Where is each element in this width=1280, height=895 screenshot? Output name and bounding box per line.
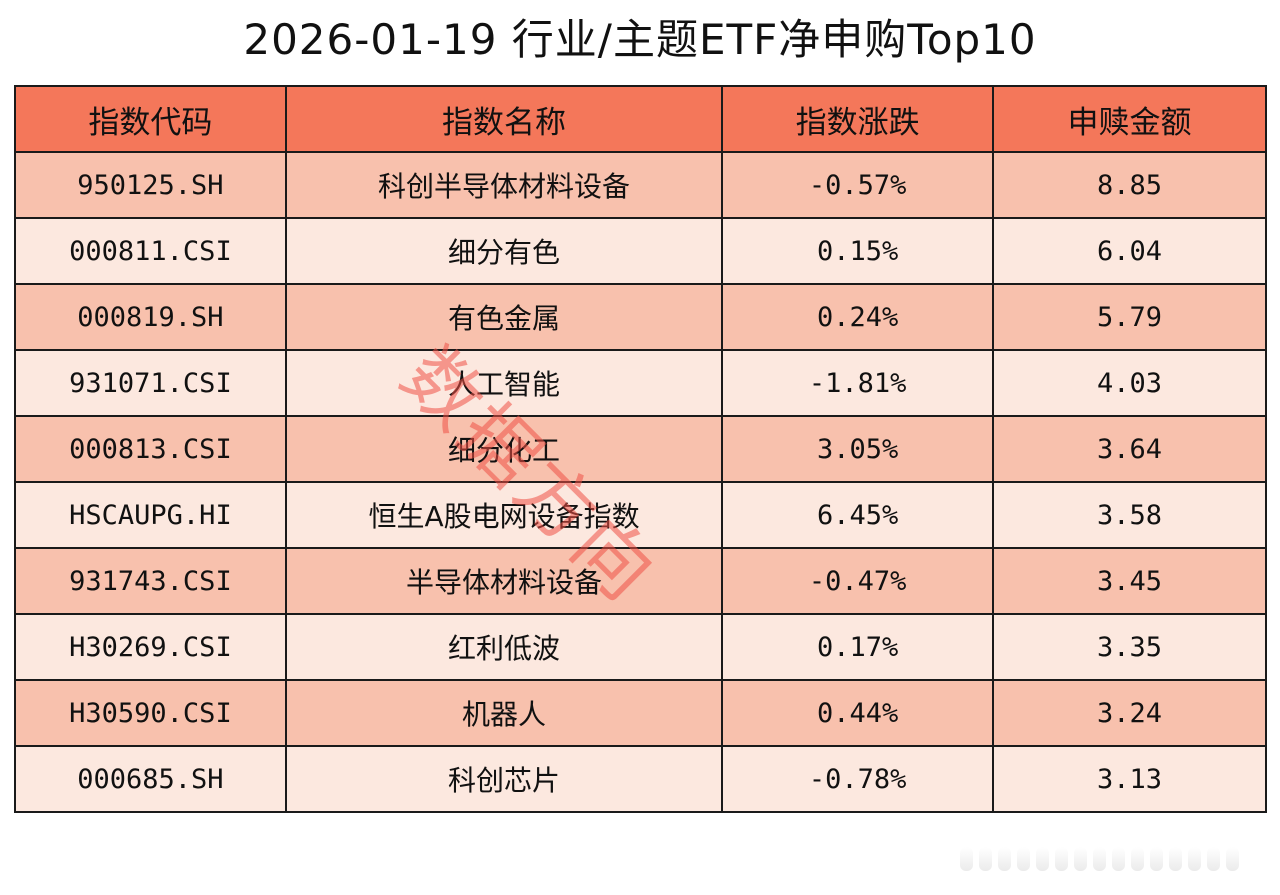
- amount-cell: 8.85: [992, 151, 1267, 219]
- index-name-cell: 科创芯片: [284, 745, 724, 813]
- header-amount: 申赎金额: [992, 85, 1267, 153]
- index-code-cell: 000813.CSI: [14, 415, 287, 483]
- index-name-cell: 恒生A股电网设备指数: [284, 481, 724, 549]
- index-code-cell: H30269.CSI: [14, 613, 287, 681]
- index-change-cell: 3.05%: [721, 415, 995, 483]
- dot-decoration: [1226, 847, 1239, 871]
- dot-decoration: [1017, 847, 1030, 871]
- dot-decoration: [1169, 847, 1182, 871]
- index-code-cell: 000819.SH: [14, 283, 287, 351]
- index-change-cell: 0.17%: [721, 613, 995, 681]
- amount-cell: 3.13: [992, 745, 1267, 813]
- amount-cell: 3.45: [992, 547, 1267, 615]
- index-code-cell: 931743.CSI: [14, 547, 287, 615]
- dot-decoration: [998, 847, 1011, 871]
- header-index-change: 指数涨跌: [721, 85, 995, 153]
- table-row: HSCAUPG.HI 恒生A股电网设备指数 6.45% 3.58: [14, 481, 1267, 549]
- index-name-cell: 细分有色: [284, 217, 724, 285]
- index-code-cell: H30590.CSI: [14, 679, 287, 747]
- amount-cell: 4.03: [992, 349, 1267, 417]
- dot-decoration: [1207, 847, 1220, 871]
- index-name-cell: 半导体材料设备: [284, 547, 724, 615]
- index-code-cell: HSCAUPG.HI: [14, 481, 287, 549]
- dot-decoration: [1150, 847, 1163, 871]
- index-change-cell: -0.47%: [721, 547, 995, 615]
- table-row: 000813.CSI 细分化工 3.05% 3.64: [14, 415, 1267, 483]
- index-name-cell: 机器人: [284, 679, 724, 747]
- dot-decoration: [1131, 847, 1144, 871]
- index-change-cell: 6.45%: [721, 481, 995, 549]
- etf-table: 指数代码 指数名称 指数涨跌 申赎金额 950125.SH 科创半导体材料设备 …: [14, 85, 1267, 813]
- amount-cell: 3.35: [992, 613, 1267, 681]
- table-row: 931743.CSI 半导体材料设备 -0.47% 3.45: [14, 547, 1267, 615]
- table-row: 000819.SH 有色金属 0.24% 5.79: [14, 283, 1267, 351]
- index-change-cell: 0.15%: [721, 217, 995, 285]
- dot-decoration: [960, 847, 973, 871]
- index-name-cell: 有色金属: [284, 283, 724, 351]
- index-change-cell: -0.57%: [721, 151, 995, 219]
- header-index-name: 指数名称: [284, 85, 724, 153]
- index-name-cell: 科创半导体材料设备: [284, 151, 724, 219]
- dot-decoration: [1093, 847, 1106, 871]
- table-row: 950125.SH 科创半导体材料设备 -0.57% 8.85: [14, 151, 1267, 219]
- index-code-cell: 931071.CSI: [14, 349, 287, 417]
- amount-cell: 3.24: [992, 679, 1267, 747]
- table-row: 000685.SH 科创芯片 -0.78% 3.13: [14, 745, 1267, 813]
- dot-decoration: [1112, 847, 1125, 871]
- dot-decoration: [1036, 847, 1049, 871]
- amount-cell: 3.58: [992, 481, 1267, 549]
- dot-decoration: [1188, 847, 1201, 871]
- index-code-cell: 000811.CSI: [14, 217, 287, 285]
- index-name-cell: 细分化工: [284, 415, 724, 483]
- index-code-cell: 000685.SH: [14, 745, 287, 813]
- dot-decoration: [979, 847, 992, 871]
- page-title: 2026-01-19 行业/主题ETF净申购Top10: [243, 15, 1037, 64]
- index-change-cell: 0.24%: [721, 283, 995, 351]
- index-change-cell: -0.78%: [721, 745, 995, 813]
- table-row: 931071.CSI 人工智能 -1.81% 4.03: [14, 349, 1267, 417]
- dot-decoration: [1055, 847, 1068, 871]
- amount-cell: 6.04: [992, 217, 1267, 285]
- index-code-cell: 950125.SH: [14, 151, 287, 219]
- index-change-cell: 0.44%: [721, 679, 995, 747]
- amount-cell: 3.64: [992, 415, 1267, 483]
- index-name-cell: 人工智能: [284, 349, 724, 417]
- table-row: 000811.CSI 细分有色 0.15% 6.04: [14, 217, 1267, 285]
- table-row: H30269.CSI 红利低波 0.17% 3.35: [14, 613, 1267, 681]
- table-row: H30590.CSI 机器人 0.44% 3.24: [14, 679, 1267, 747]
- index-name-cell: 红利低波: [284, 613, 724, 681]
- dot-decoration: [1074, 847, 1087, 871]
- header-index-code: 指数代码: [14, 85, 287, 153]
- footer-decoration: [960, 845, 1270, 873]
- amount-cell: 5.79: [992, 283, 1267, 351]
- table-header-row: 指数代码 指数名称 指数涨跌 申赎金额: [14, 85, 1267, 153]
- index-change-cell: -1.81%: [721, 349, 995, 417]
